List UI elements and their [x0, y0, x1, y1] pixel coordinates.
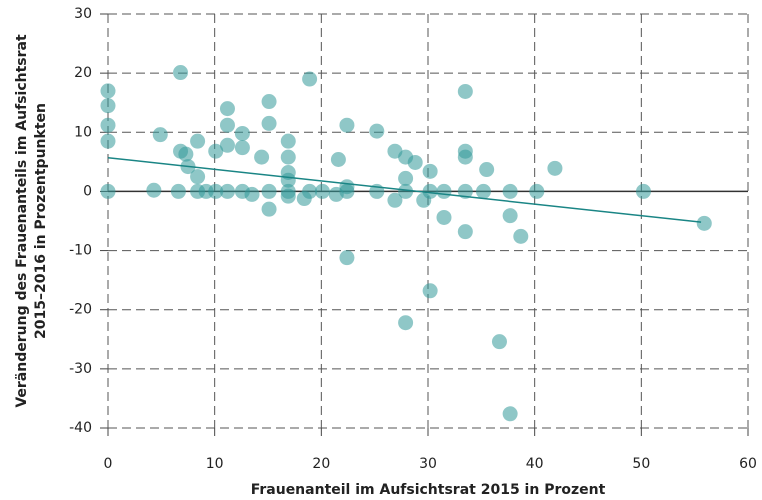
point	[152, 127, 168, 143]
point	[369, 123, 385, 139]
point	[339, 183, 355, 199]
point	[502, 183, 518, 199]
point	[635, 183, 651, 199]
point	[280, 149, 296, 165]
point	[398, 315, 414, 331]
point	[190, 169, 206, 185]
point	[422, 183, 438, 199]
point	[190, 133, 206, 149]
point	[234, 140, 250, 156]
point	[479, 162, 495, 178]
point	[502, 208, 518, 224]
point	[422, 283, 438, 299]
point	[457, 83, 473, 99]
point	[178, 146, 194, 162]
point	[302, 71, 318, 87]
y-tick-label: 0	[83, 183, 92, 199]
point	[100, 117, 116, 133]
point	[280, 133, 296, 149]
point	[314, 183, 330, 199]
point	[457, 149, 473, 165]
point	[513, 228, 529, 244]
point	[261, 201, 277, 217]
point	[398, 183, 414, 199]
point	[398, 170, 414, 186]
point	[491, 334, 507, 350]
point	[457, 183, 473, 199]
x-tick-label: 50	[632, 456, 650, 472]
point	[208, 183, 224, 199]
point	[219, 101, 235, 117]
point	[208, 143, 224, 159]
y-axis-title-line: Veränderung des Frauenanteils im Aufsich…	[14, 34, 30, 408]
y-tick-label: -20	[69, 302, 92, 318]
point	[254, 149, 270, 165]
point	[330, 151, 346, 167]
point	[436, 183, 452, 199]
point	[547, 160, 563, 176]
x-tick-label: 10	[206, 456, 224, 472]
x-tick-label: 20	[312, 456, 330, 472]
point	[261, 183, 277, 199]
point	[234, 125, 250, 141]
trend-line	[107, 156, 702, 223]
point	[502, 406, 518, 422]
x-tick-label: 40	[526, 456, 544, 472]
y-tick-label: -40	[69, 420, 92, 436]
y-tick-label: -30	[69, 361, 92, 377]
point	[173, 65, 189, 81]
point	[696, 215, 712, 231]
point	[219, 137, 235, 153]
point	[339, 250, 355, 266]
y-tick-label: 10	[74, 124, 92, 140]
point	[280, 188, 296, 204]
point	[457, 224, 473, 240]
y-tick-label: 30	[74, 6, 92, 22]
y-tick-label: 20	[74, 65, 92, 81]
point	[170, 183, 186, 199]
y-axis-title: Veränderung des Frauenanteils im Aufsich…	[14, 34, 49, 408]
point	[219, 117, 235, 133]
point	[100, 83, 116, 99]
x-axis-title: Frauenanteil im Aufsichtsrat 2015 in Pro…	[251, 482, 606, 498]
point	[302, 183, 318, 199]
x-tick-label: 60	[739, 456, 757, 472]
x-tick-label: 0	[104, 456, 113, 472]
point	[100, 183, 116, 199]
point	[339, 117, 355, 133]
point	[261, 94, 277, 110]
point	[244, 186, 260, 202]
x-tick-label: 30	[419, 456, 437, 472]
point	[422, 163, 438, 179]
point	[100, 98, 116, 114]
point	[475, 183, 491, 199]
point	[407, 154, 423, 170]
point	[436, 209, 452, 225]
point	[100, 133, 116, 149]
point	[387, 192, 403, 208]
y-tick-label: -10	[69, 243, 92, 259]
point	[529, 183, 545, 199]
point	[219, 183, 235, 199]
y-axis-title-line: 2015–2016 in Prozentpunkten	[33, 103, 49, 339]
point	[261, 115, 277, 131]
point	[146, 182, 162, 198]
